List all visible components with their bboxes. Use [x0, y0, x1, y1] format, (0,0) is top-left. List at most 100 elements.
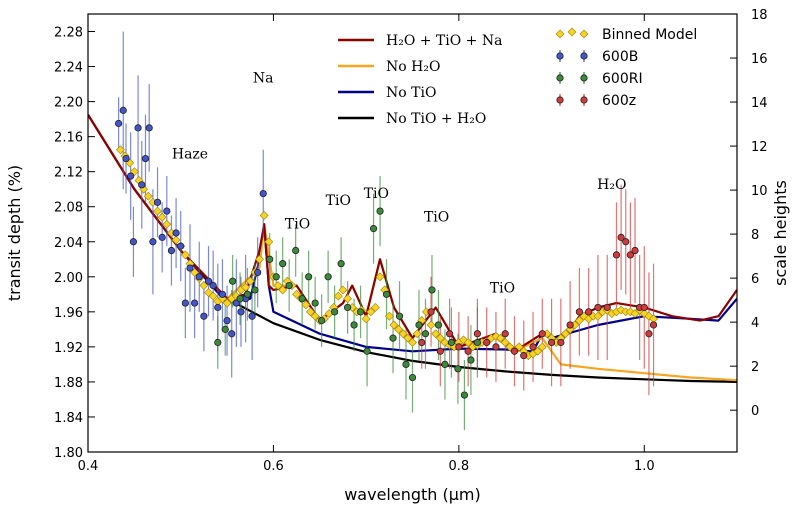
data-point-600z-79 — [483, 338, 491, 347]
binned-model-diamond-69 — [435, 333, 445, 343]
binned-model-diamond-59 — [389, 320, 399, 330]
binned-model-diamond-0 — [116, 145, 125, 155]
legend-marker-binned-1 — [567, 27, 577, 37]
y2-tick-label-9: 18 — [751, 8, 768, 23]
data-point-600RI-58 — [389, 334, 397, 342]
data-point-600B-19 — [195, 273, 203, 281]
data-point-600RI-71 — [473, 338, 481, 347]
data-point-600RI-45 — [305, 273, 313, 281]
data-point-600z-77 — [464, 347, 472, 355]
data-point-600RI-59 — [395, 312, 404, 320]
data-point-600B-2 — [122, 154, 130, 163]
binned-model-diamond-41 — [306, 307, 315, 317]
x-tick-label-0: 0.4 — [78, 459, 99, 474]
data-point-600B-23 — [214, 303, 222, 312]
data-point-600B-26 — [228, 330, 236, 338]
data-point-600z-75 — [445, 330, 454, 338]
binned-model-diamond-96 — [561, 329, 570, 339]
data-point-600RI-42 — [285, 281, 293, 290]
data-point-600RI-63 — [421, 330, 430, 338]
data-point-600B-25 — [223, 316, 231, 325]
y-tick-label-12: 2.28 — [54, 26, 83, 41]
data-point-600RI-41 — [279, 260, 287, 268]
annotation-layer: Haze Na TiO TiO TiO TiO TiO H₂O — [172, 70, 627, 296]
data-point-600z-76 — [455, 343, 463, 351]
binned-model-diamond-75 — [463, 338, 473, 347]
data-point-600z-96 — [626, 251, 634, 259]
data-point-600B-16 — [181, 299, 189, 307]
legend-marker-label-2: 600RI — [602, 71, 643, 87]
data-point-600B-4 — [129, 238, 138, 246]
binned-model-diamond-35 — [278, 285, 288, 295]
data-point-600RI-47 — [318, 316, 326, 325]
binned-model-diamond-6 — [143, 191, 153, 201]
data-point-600RI-57 — [382, 290, 391, 298]
y-tick-label-4: 1.96 — [54, 306, 83, 321]
data-point-600B-13 — [167, 246, 176, 255]
x-tick-label-3: 1.0 — [634, 459, 655, 474]
data-point-600RI-60 — [402, 360, 410, 368]
data-point-600RI-68 — [454, 365, 462, 373]
data-point-600RI-35 — [229, 277, 237, 285]
data-point-600z-74 — [436, 347, 444, 355]
annotation-4: TiO — [364, 186, 389, 202]
data-point-600RI-48 — [324, 273, 332, 281]
binned-model-diamond-62 — [403, 333, 413, 343]
y-tick-label-8: 2.12 — [54, 166, 83, 181]
data-point-600B-10 — [153, 198, 162, 206]
binned-model-diamond-30 — [255, 254, 264, 264]
data-point-600RI-53 — [356, 308, 365, 316]
binned-model-diamond-10 — [162, 219, 172, 229]
data-point-600RI-49 — [331, 308, 339, 316]
data-point-600z-92 — [603, 303, 611, 312]
data-point-600RI-39 — [266, 255, 274, 263]
data-point-600z-86 — [547, 338, 556, 347]
data-point-600RI-56 — [376, 207, 384, 215]
binned-model-diamond-31 — [259, 211, 269, 220]
data-point-600B-22 — [209, 281, 217, 290]
data-point-600RI-66 — [441, 360, 449, 368]
y-tick-label-5: 2.00 — [54, 271, 83, 286]
data-point-600z-100 — [645, 330, 653, 338]
data-point-600B-14 — [172, 229, 180, 237]
binned-model-diamond-54 — [366, 307, 376, 317]
y2-tick-label-5: 10 — [751, 184, 768, 199]
legend: H₂O + TiO + Na No H₂O No TiO No TiO + H₂O Bi… — [338, 27, 697, 127]
data-point-600z-72 — [418, 338, 426, 347]
data-point-600z-101 — [649, 321, 658, 329]
y2-tick-label-3: 6 — [751, 272, 759, 287]
data-point-600B-18 — [191, 299, 199, 307]
y-axis-title: transit depth (%) — [5, 165, 24, 301]
data-point-600RI-37 — [243, 290, 252, 298]
data-point-600B-9 — [149, 238, 157, 246]
binned-model-diamond-20 — [208, 291, 218, 301]
binned-model-diamond-55 — [370, 303, 380, 312]
data-point-600B-28 — [237, 308, 245, 316]
binned-model-diamond-53 — [361, 314, 371, 324]
y2-tick-label-7: 14 — [751, 96, 768, 111]
binned-model-diamond-58 — [384, 311, 394, 321]
plot-frame — [87, 13, 738, 453]
data-point-layer — [114, 106, 658, 399]
legend-marker-a-1 — [556, 52, 564, 60]
y-tick-label-9: 2.16 — [54, 131, 83, 146]
legend-marker-b-3 — [580, 96, 588, 104]
y-tick-label-6: 2.04 — [54, 236, 83, 251]
data-point-600RI-50 — [337, 260, 345, 268]
binned-model-diamond-99 — [574, 316, 584, 326]
binned-model-diamond-67 — [426, 320, 436, 330]
y-tick-label-2: 1.88 — [54, 376, 83, 391]
binned-model-diamond-34 — [273, 281, 283, 290]
data-point-600z-73 — [427, 308, 435, 316]
y-tick-label-0: 1.80 — [54, 446, 83, 461]
annotation-3: TiO — [326, 193, 351, 209]
legend-marker-b-2 — [580, 74, 588, 82]
binned-model-diamond-91 — [537, 342, 547, 352]
legend-marker-label-1: 600B — [602, 49, 638, 65]
data-point-600RI-64 — [428, 286, 436, 294]
y-tick-label-7: 2.08 — [54, 201, 83, 216]
data-point-600B-31 — [254, 268, 262, 277]
data-point-600z-94 — [617, 233, 625, 241]
data-point-600RI-55 — [369, 225, 378, 233]
